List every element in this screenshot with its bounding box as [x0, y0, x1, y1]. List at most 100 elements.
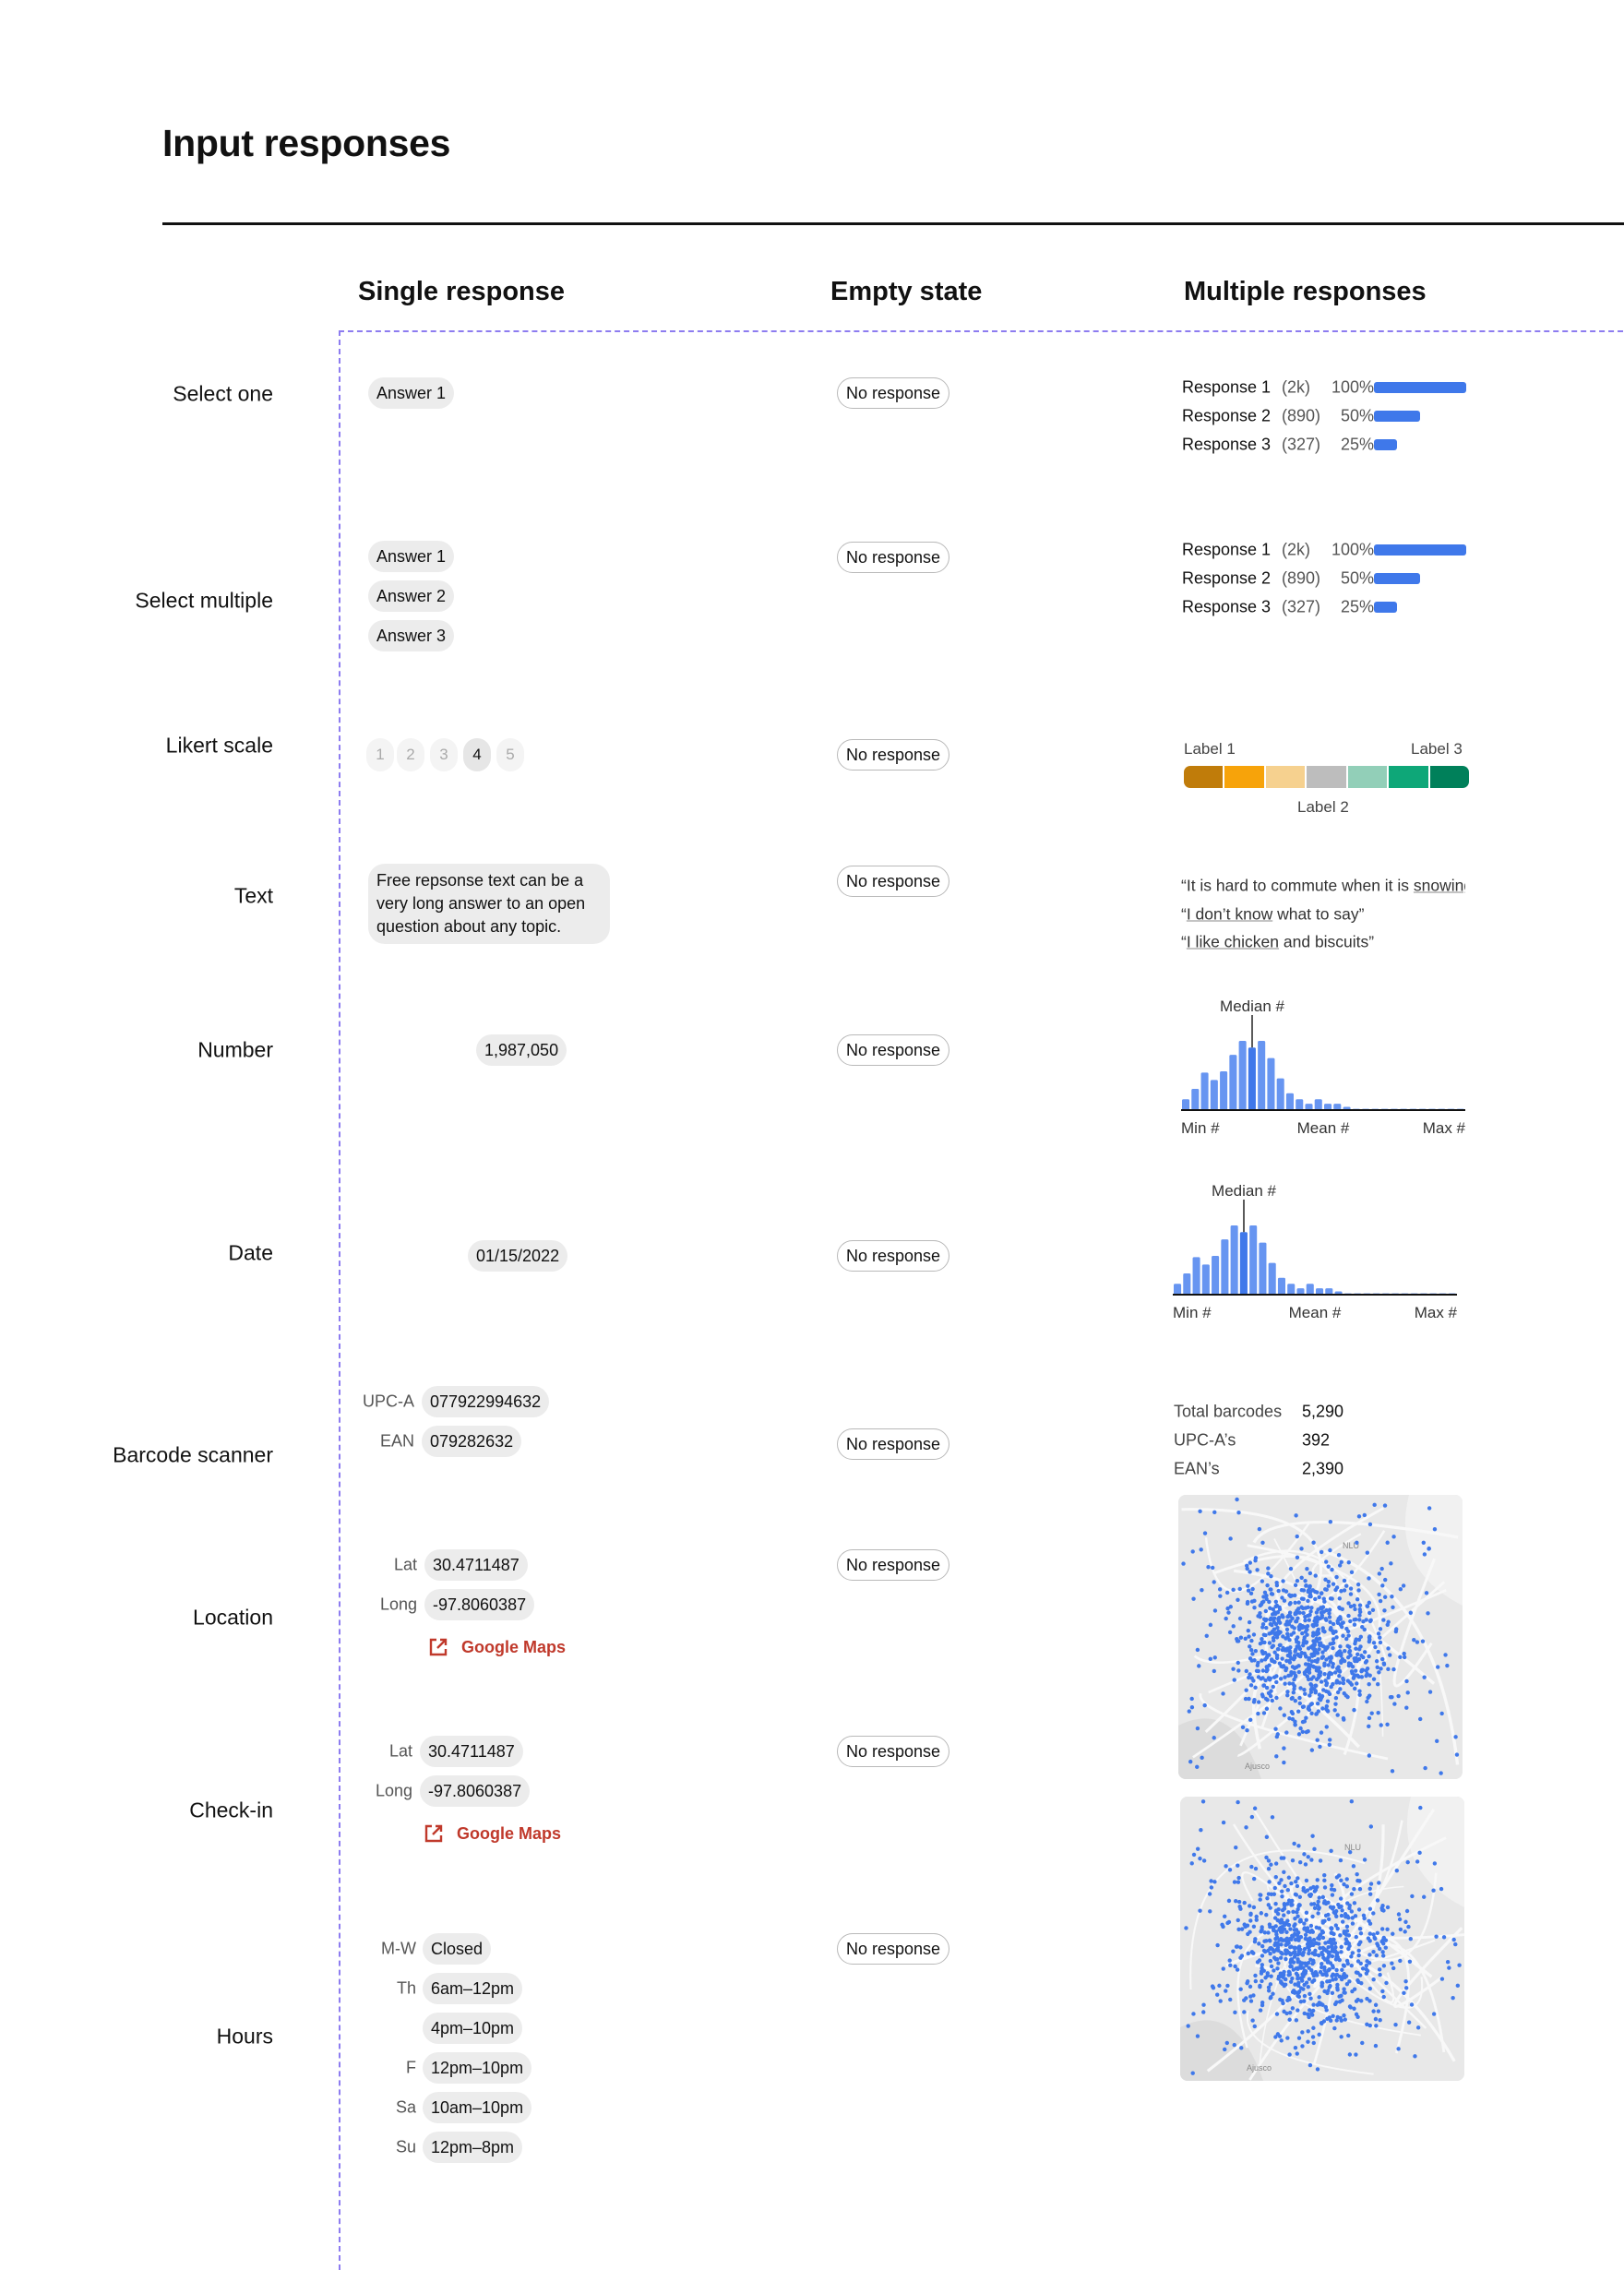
- quote-link[interactable]: I don’t know: [1186, 904, 1273, 924]
- map-point: [1344, 1636, 1349, 1642]
- map-point: [1338, 1896, 1343, 1901]
- map-point: [1295, 1534, 1299, 1539]
- map-point: [1286, 1938, 1291, 1942]
- map-point: [1340, 1919, 1345, 1924]
- map-point: [1273, 1599, 1279, 1605]
- map-point: [1329, 1944, 1334, 1949]
- median-label: Median #: [1220, 998, 1284, 1015]
- map-point: [1307, 1951, 1311, 1956]
- map-point: [1236, 1668, 1241, 1673]
- map-point: [1379, 1566, 1384, 1571]
- map-point: [1282, 1969, 1286, 1975]
- map-point: [1285, 1693, 1290, 1698]
- map-point: [1300, 1631, 1305, 1636]
- map-point: [1307, 1893, 1312, 1897]
- map-point: [1378, 1640, 1383, 1645]
- map-point: [1432, 1861, 1438, 1866]
- date-histogram: Median # Min # Mean # Max #: [1173, 1182, 1458, 1321]
- map-point: [1415, 1859, 1420, 1864]
- map-point: [1372, 1502, 1377, 1508]
- location-map[interactable]: NLU Ajusco: [1178, 1495, 1463, 1779]
- hours-day: F: [406, 2058, 416, 2077]
- map-point: [1306, 1942, 1310, 1947]
- map-point: [1308, 1589, 1313, 1595]
- map-point: [1348, 1586, 1354, 1591]
- map-point: [1274, 2012, 1280, 2016]
- no-response-chip: No response: [837, 1034, 950, 1066]
- map-point: [1291, 1960, 1296, 1965]
- map-point: [1299, 1596, 1305, 1601]
- map-point: [1292, 1655, 1297, 1660]
- map-point: [1332, 2025, 1337, 2031]
- map-point: [1382, 1608, 1387, 1613]
- map-point: [1188, 1759, 1193, 1764]
- lat-value: 30.4711487: [420, 1736, 523, 1767]
- map-point: [1284, 1658, 1289, 1664]
- text-quote: “I like chicken and biscuits”: [1181, 933, 1374, 952]
- map-point: [1266, 1653, 1272, 1657]
- map-point: [1273, 1924, 1278, 1929]
- map-point: [1248, 1911, 1253, 1917]
- map-point: [1296, 1844, 1301, 1848]
- map-point: [1328, 1938, 1333, 1942]
- map-point: [1319, 1965, 1324, 1970]
- quote-link[interactable]: snowing: [1413, 876, 1465, 895]
- map-point: [1282, 1713, 1287, 1717]
- map-point: [1279, 1955, 1284, 1960]
- map-point: [1386, 1646, 1391, 1651]
- map-point: [1267, 1938, 1272, 1943]
- map-point: [1320, 1935, 1326, 1941]
- map-point: [1296, 1876, 1300, 1881]
- map-point: [1350, 1916, 1355, 1920]
- map-point: [1320, 2002, 1325, 2007]
- map-point: [1248, 1717, 1253, 1722]
- map-point: [1413, 2054, 1417, 2059]
- map-point: [1325, 1699, 1331, 1703]
- map-point: [1286, 1995, 1291, 2001]
- map-point: [1345, 1914, 1350, 1918]
- map-point: [1378, 1635, 1382, 1640]
- map-point: [1439, 1886, 1444, 1892]
- map-point: [1317, 1636, 1322, 1642]
- map-point: [1391, 1931, 1395, 1936]
- map-point: [1265, 1895, 1270, 1901]
- divider: [162, 222, 1624, 225]
- map-point: [1329, 1655, 1333, 1661]
- map-place-label: NLU: [1344, 1843, 1361, 1852]
- quote-link[interactable]: I like chicken: [1186, 932, 1280, 951]
- map-point: [1427, 1690, 1433, 1694]
- histogram-bar: [1174, 1284, 1182, 1295]
- map-point: [1339, 1624, 1344, 1630]
- map-point: [1334, 1967, 1339, 1973]
- map-point: [1333, 1944, 1338, 1950]
- barcode-type-label: EAN: [379, 1431, 414, 1451]
- map-point: [1245, 1599, 1250, 1605]
- google-maps-link[interactable]: Google Maps: [424, 1823, 561, 1844]
- map-point: [1309, 2012, 1314, 2016]
- google-maps-link[interactable]: Google Maps: [428, 1637, 566, 1657]
- response-name: Response 2: [1182, 406, 1272, 425]
- map-point: [1300, 1606, 1306, 1611]
- map-point: [1195, 1846, 1200, 1851]
- map-point: [1236, 1875, 1241, 1881]
- map-point: [1377, 1946, 1382, 1952]
- map-point: [1286, 1922, 1291, 1928]
- map-point: [1212, 1608, 1218, 1613]
- map-point: [1349, 1954, 1354, 1959]
- map-point: [1260, 1540, 1265, 1546]
- map-point: [1326, 1579, 1331, 1584]
- map-point: [1257, 1526, 1262, 1532]
- map-point: [1202, 1702, 1207, 1708]
- map-point: [1296, 1935, 1301, 1940]
- map-point: [1315, 2067, 1320, 2072]
- map-point: [1380, 1950, 1385, 1954]
- checkin-map[interactable]: NLU Ajusco: [1180, 1797, 1464, 2081]
- map-point: [1287, 2017, 1292, 2022]
- row-label-number: Number: [197, 1037, 273, 1062]
- response-row: Response 3 (327) 25%: [1182, 598, 1374, 617]
- map-point: [1268, 1906, 1272, 1910]
- map-point: [1300, 1978, 1305, 1983]
- map-point: [1356, 1514, 1362, 1519]
- map-point: [1330, 1893, 1335, 1897]
- map-point: [1306, 2012, 1310, 2017]
